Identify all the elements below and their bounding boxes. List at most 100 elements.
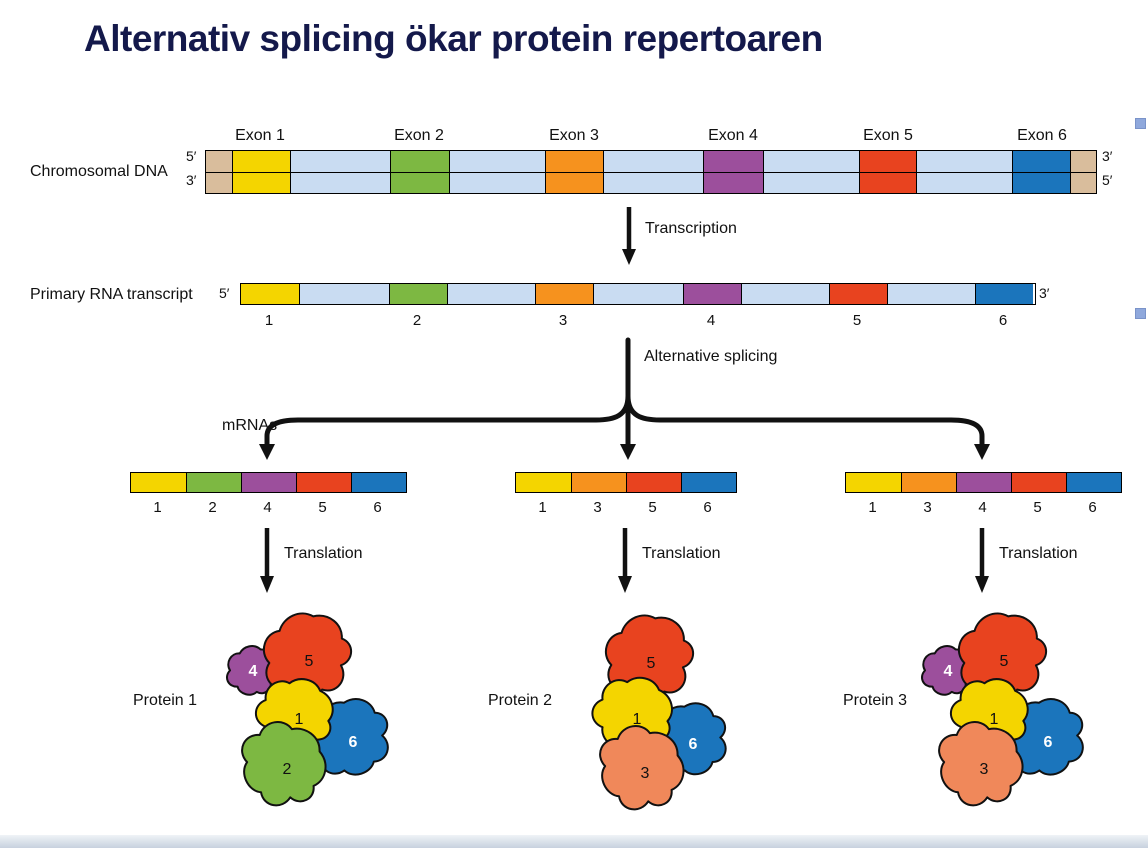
rna-number-6: 6 [998,312,1008,329]
mrna-2-seg-6 [681,473,736,492]
transcription-label: Transcription [645,220,737,237]
alternative-splicing-label: Alternative splicing [644,348,778,365]
mrna-1-seg-2 [186,473,241,492]
protein-3-number-3: 3 [980,761,989,778]
mrna-2-seg-5 [626,473,681,492]
mrna-1-seg-4 [241,473,296,492]
dna-left-5prime: 5′ [186,148,197,164]
mrna-3-seg-1 [846,473,901,492]
exon-label-3: Exon 3 [549,127,599,144]
rna-label: Primary RNA transcript [30,286,193,303]
mrna-1-seg-5 [296,473,351,492]
mrna-1-numbers: 1 2 4 5 6 [130,499,405,516]
mrna-1-num: 4 [263,499,272,516]
rna-number-5: 5 [852,312,862,329]
rna-exon-2 [389,284,447,304]
mrna-3-seg-6 [1066,473,1121,492]
mrna-3-numbers: 1 3 4 5 6 [845,499,1120,516]
mrna-1-num: 6 [373,499,382,516]
mrna-3-seg-4 [956,473,1011,492]
mrna-3-bar [845,472,1122,493]
page-title: Alternativ splicing ökar protein reperto… [84,18,823,59]
dna-exon-1 [231,151,290,172]
protein-2-number-5: 5 [647,655,656,672]
dna-exon-1 [231,173,290,193]
protein-1-number-2: 2 [283,761,292,778]
protein-1-number-5: 5 [305,653,314,670]
mrna-3-num: 6 [1088,499,1097,516]
rna-3prime: 3′ [1039,285,1050,301]
dna-exon-3 [545,173,604,193]
mrna-1-bar [130,472,407,493]
mrna-2-seg-3 [571,473,626,492]
dna-intron [289,173,390,193]
translation-label-3: Translation [999,545,1078,562]
protein-3-illustration: 4 5 6 1 3 [914,607,1090,818]
dna-strand-top [206,151,1096,172]
rna-number-3: 3 [558,312,568,329]
dna-exon-6 [1012,173,1071,193]
protein-2-number-6: 6 [689,736,698,753]
mrna-2-numbers: 1 3 5 6 [515,499,735,516]
rna-number-4: 4 [706,312,716,329]
rna-exon-6 [975,284,1033,304]
dna-intron [916,151,1013,172]
translation-arrow-3 [975,528,989,593]
dna-intron [762,173,859,193]
splicing-branch-arrows [259,337,990,460]
protein-1-number-1: 1 [295,711,304,728]
dna-strand-bottom [206,172,1096,193]
protein-3-number-1: 1 [990,711,999,728]
scrollbar-marker-bottom[interactable] [1135,308,1146,319]
mrna-2-num: 6 [703,499,712,516]
exon-label-2: Exon 2 [394,127,444,144]
exon-label-6: Exon 6 [1017,127,1067,144]
mrna-1-num: 5 [318,499,327,516]
mrna-2-num: 3 [593,499,602,516]
rna-intron [741,284,829,304]
protein-1-label: Protein 1 [133,692,198,709]
exon-label-4: Exon 4 [708,127,758,144]
dna-intron [762,151,859,172]
dna-end-cap [206,151,232,172]
protein-3-label: Protein 3 [843,692,908,709]
translation-label-2: Translation [642,545,721,562]
mrna-3-num: 1 [868,499,877,516]
dna-end-cap [1070,173,1096,193]
dna-right-3prime: 3′ [1102,148,1113,164]
mrna-3-num: 5 [1033,499,1042,516]
protein-2-illustration: 5 6 1 3 [578,609,735,818]
protein-2-number-3: 3 [641,765,650,782]
mrna-3-seg-5 [1011,473,1066,492]
dna-intron [603,151,703,172]
dna-exon-5 [858,173,917,193]
dna-left-3prime: 3′ [186,172,197,188]
dna-intron [916,173,1013,193]
mrna-1-num: 1 [153,499,162,516]
protein-3-number-4: 4 [944,663,953,680]
rna-intron [447,284,535,304]
protein-1-number-4: 4 [249,663,258,680]
rna-intron [887,284,975,304]
chromosomal-dna-bar [205,150,1097,194]
dna-intron [449,151,546,172]
rna-number-1: 1 [264,312,274,329]
rna-exon-1 [241,284,299,304]
bottom-edge-strip [0,835,1148,848]
scrollbar-marker-top[interactable] [1135,118,1146,129]
rna-exon-4 [683,284,741,304]
mrna-2-bar [515,472,737,493]
translation-arrow-2 [618,528,632,593]
protein-2-label: Protein 2 [488,692,553,709]
mrna-3-num: 4 [978,499,987,516]
mrnas-label: mRNAs [222,417,278,434]
dna-exon-3 [545,151,604,172]
dna-intron [449,173,546,193]
dna-end-cap [206,173,232,193]
transcription-arrow [622,207,636,265]
mrna-1-seg-1 [131,473,186,492]
translation-label-1: Translation [284,545,363,562]
dna-exon-2 [389,151,450,172]
dna-end-cap [1070,151,1096,172]
dna-exon-5 [858,151,917,172]
